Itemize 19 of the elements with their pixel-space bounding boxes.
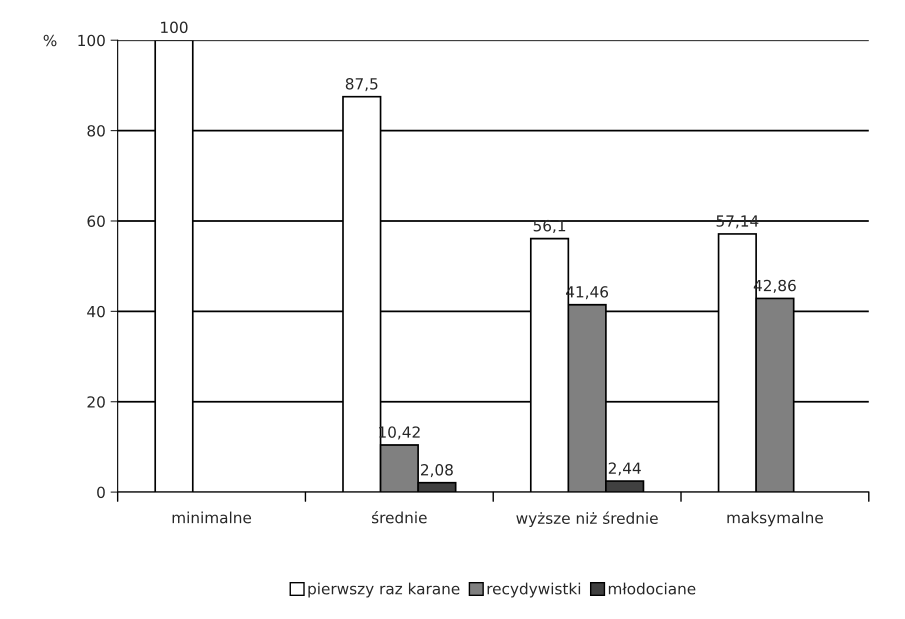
x-tick-label: maksymalne bbox=[727, 512, 823, 526]
data-label: 2,08 bbox=[421, 464, 453, 478]
y-tick-label: 20 bbox=[88, 396, 105, 408]
x-tick-label: minimalne bbox=[172, 512, 252, 524]
y-tick-label: 40 bbox=[87, 306, 105, 318]
data-label: 2,44 bbox=[608, 462, 641, 476]
data-label: 100 bbox=[161, 22, 188, 34]
y-tick-label: 80 bbox=[87, 125, 105, 137]
x-tick-label: średnie bbox=[372, 510, 427, 524]
data-label: 56,1 bbox=[534, 220, 566, 234]
y-tick-label: 100 bbox=[78, 34, 105, 46]
y-axis-title: % bbox=[44, 34, 56, 46]
legend-label: recydywistki bbox=[488, 582, 580, 598]
x-tick-label: wyższe niż średnie bbox=[516, 512, 658, 527]
y-tick-label: 0 bbox=[97, 486, 105, 498]
y-tick-label: 60 bbox=[87, 215, 105, 228]
legend-label: pierwszy raz karane bbox=[308, 582, 460, 598]
data-label: 87,5 bbox=[346, 78, 378, 92]
legend-label: młodociane bbox=[608, 582, 696, 594]
